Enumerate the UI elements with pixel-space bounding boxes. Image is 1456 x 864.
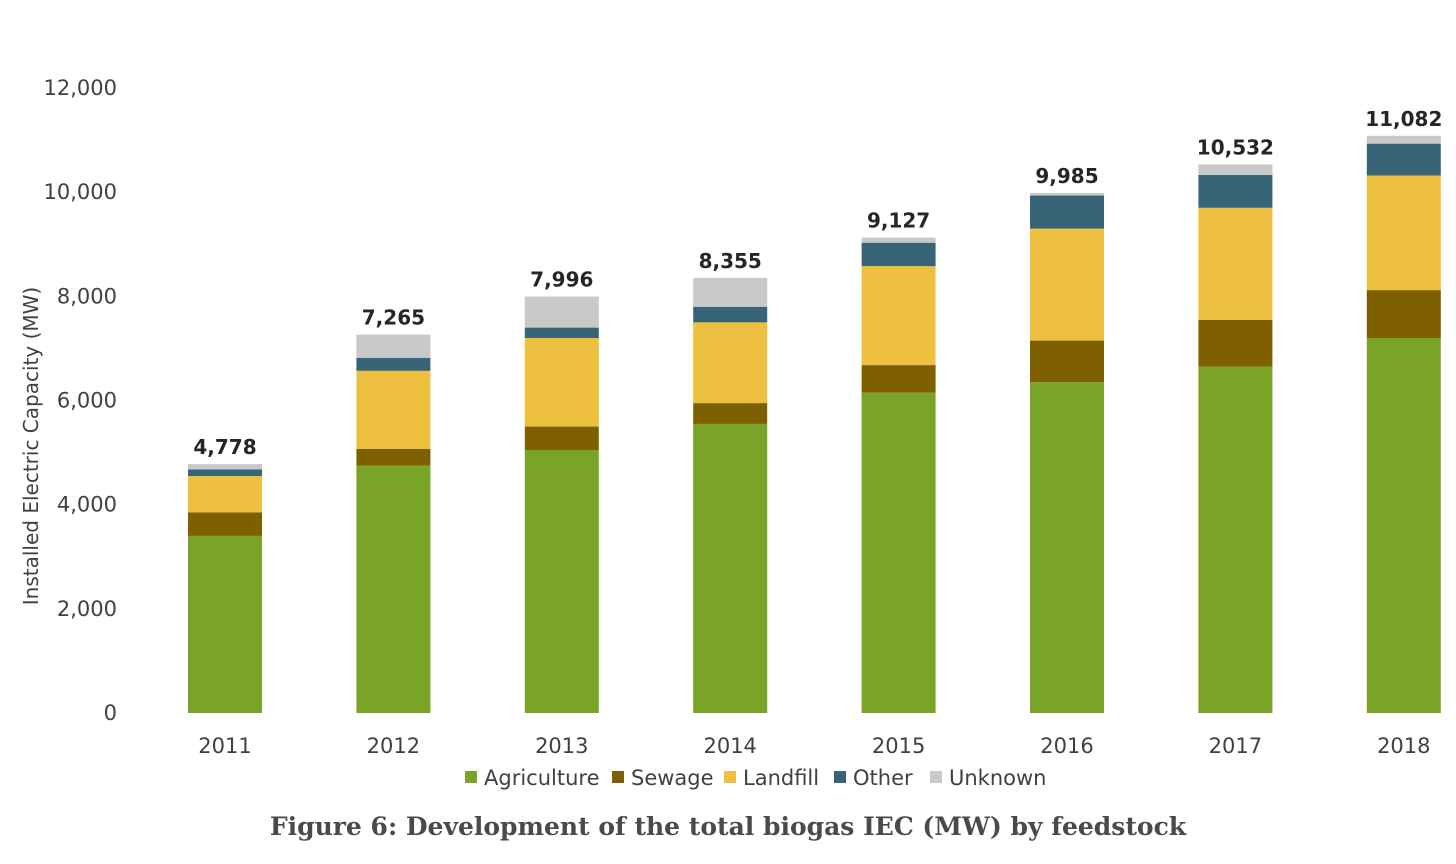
bar-segment-agriculture xyxy=(1198,366,1273,713)
legend-label-sewage: Sewage xyxy=(631,766,714,790)
legend-label-other: Other xyxy=(853,766,913,790)
total-label: 4,778 xyxy=(193,435,256,459)
legend-label-agriculture: Agriculture xyxy=(484,766,600,790)
y-axis-ticks: 0 2,000 4,000 6,000 8,000 10,000 12,000 xyxy=(44,76,117,725)
y-tick-label: 12,000 xyxy=(44,76,117,100)
bar-segment-unknown xyxy=(693,277,768,307)
total-label: 9,127 xyxy=(867,209,930,233)
bar-segment-agriculture xyxy=(1030,382,1104,713)
x-tick-label: 2014 xyxy=(703,734,756,758)
x-tick-label: 2017 xyxy=(1209,734,1262,758)
bar-segment-agriculture xyxy=(693,423,768,713)
y-axis-title: Installed Electric Capacity (MW) xyxy=(19,287,43,605)
bars-layer xyxy=(188,135,1441,713)
x-tick-label: 2016 xyxy=(1040,734,1093,758)
total-label: 10,532 xyxy=(1197,135,1274,159)
x-tick-label: 2011 xyxy=(198,734,251,758)
bar-segment-other xyxy=(188,469,262,477)
bar-segment-agriculture xyxy=(524,449,599,713)
bar-segment-agriculture xyxy=(1366,338,1441,713)
bar-segment-unknown xyxy=(1198,164,1273,175)
x-tick-label: 2015 xyxy=(872,734,925,758)
bar-segment-sewage xyxy=(1198,319,1273,367)
bar-segment-landfill xyxy=(693,322,768,404)
y-tick-label: 0 xyxy=(104,701,117,725)
legend-swatch-landfill xyxy=(724,771,736,783)
bar-segment-unknown xyxy=(188,464,262,470)
bar-segment-sewage xyxy=(524,426,599,450)
bar-segment-landfill xyxy=(1198,207,1273,320)
bar-segment-unknown xyxy=(1366,135,1441,144)
bar-segment-agriculture xyxy=(861,392,936,713)
y-tick-label: 4,000 xyxy=(57,493,117,517)
x-axis-labels: 2011 2012 2013 2014 2015 2016 2017 2018 xyxy=(198,734,1430,758)
bar-segment-other xyxy=(524,327,599,338)
figure-caption: Figure 6: Development of the total bioga… xyxy=(269,812,1187,841)
bar-segment-sewage xyxy=(356,448,431,466)
bar-segment-landfill xyxy=(356,370,431,449)
legend-swatch-other xyxy=(834,771,846,783)
y-tick-label: 2,000 xyxy=(57,597,117,621)
bar-segment-other xyxy=(1198,174,1273,208)
stacked-bar-chart: 0 2,000 4,000 6,000 8,000 10,000 12,000 Instal… xyxy=(19,76,1442,790)
total-label: 7,996 xyxy=(530,268,593,292)
bar-segment-sewage xyxy=(693,403,768,424)
bar-segment-landfill xyxy=(1030,228,1104,341)
bar-segment-landfill xyxy=(1366,175,1441,291)
y-tick-label: 10,000 xyxy=(44,180,117,204)
bar-segment-agriculture xyxy=(188,535,262,713)
bar-segment-other xyxy=(1030,195,1104,229)
y-tick-label: 6,000 xyxy=(57,389,117,413)
total-label: 9,985 xyxy=(1035,164,1098,188)
bar-segment-other xyxy=(861,242,936,267)
legend-swatch-unknown xyxy=(930,771,942,783)
bar-segment-other xyxy=(1366,143,1441,176)
x-tick-label: 2018 xyxy=(1377,734,1430,758)
legend-label-unknown: Unknown xyxy=(949,766,1046,790)
bar-segment-sewage xyxy=(1366,290,1441,338)
bar-segment-other xyxy=(356,357,431,371)
total-label: 11,082 xyxy=(1365,107,1442,131)
bar-segment-sewage xyxy=(1030,340,1104,383)
bar-segment-landfill xyxy=(524,338,599,427)
bar-segment-landfill xyxy=(188,476,262,513)
x-tick-label: 2013 xyxy=(535,734,588,758)
bar-segment-unknown xyxy=(861,237,936,243)
legend-label-landfill: Landfill xyxy=(743,766,819,790)
bar-segment-agriculture xyxy=(356,465,431,713)
total-label: 8,355 xyxy=(699,249,762,273)
bar-segment-other xyxy=(693,306,768,323)
bar-segment-unknown xyxy=(356,334,431,358)
y-tick-label: 8,000 xyxy=(57,284,117,308)
x-tick-label: 2012 xyxy=(367,734,420,758)
bar-segment-landfill xyxy=(861,266,936,366)
legend: Agriculture Sewage Landfill Other Unknown xyxy=(465,766,1046,790)
bar-segment-sewage xyxy=(861,365,936,393)
bar-segment-unknown xyxy=(1030,192,1104,196)
total-labels: 4,778 7,265 7,996 8,355 9,127 9,985 10,532 11,0… xyxy=(193,107,1442,459)
total-label: 7,265 xyxy=(362,306,425,330)
legend-swatch-agriculture xyxy=(465,771,477,783)
bar-segment-sewage xyxy=(188,512,262,536)
legend-swatch-sewage xyxy=(612,771,624,783)
bar-segment-unknown xyxy=(524,296,599,328)
